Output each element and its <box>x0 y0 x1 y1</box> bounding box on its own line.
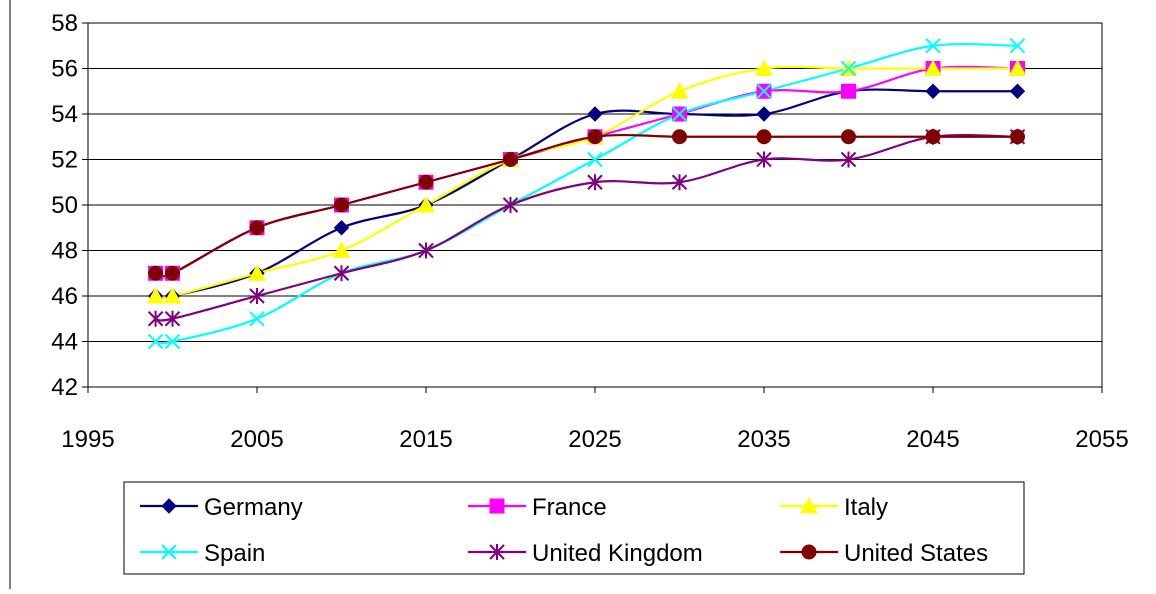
legend-swatch-marker <box>489 544 505 560</box>
data-point-united-states <box>148 265 164 281</box>
legend-label-spain: Spain <box>204 540 265 567</box>
series-markers <box>146 38 1027 350</box>
y-tick-label: 54 <box>51 101 78 128</box>
data-point-spain <box>756 83 772 99</box>
data-point-united-kingdom <box>418 242 434 259</box>
data-point-spain <box>164 333 181 350</box>
data-point-spain <box>925 38 941 54</box>
legend-swatch-marker <box>489 498 505 514</box>
data-point-united-states <box>503 152 518 167</box>
series-markers-united-states <box>148 129 1025 281</box>
legend-label-united-states: United States <box>844 540 988 567</box>
legend-swatch-marker <box>800 496 818 514</box>
data-point-united-states <box>418 174 434 190</box>
data-point-united-states <box>1010 129 1025 145</box>
data-point-united-states <box>249 220 265 236</box>
legend-label-united-kingdom: United Kingdom <box>532 540 703 567</box>
legend-item-spain: Spain <box>140 540 265 567</box>
data-point-united-states <box>587 129 603 145</box>
series-markers-spain <box>147 38 1026 350</box>
data-point-united-kingdom <box>587 174 603 191</box>
legend-item-united-states: United States <box>780 540 988 567</box>
data-point-germany <box>1009 83 1026 99</box>
data-point-united-kingdom <box>756 151 772 168</box>
legend-swatch-marker <box>161 544 177 560</box>
data-point-united-kingdom <box>147 310 164 327</box>
x-tick-label: 2025 <box>568 426 621 453</box>
x-tick-label: 2055 <box>1075 426 1128 453</box>
legend-label-france: France <box>532 494 607 521</box>
legend-item-france: France <box>468 494 607 521</box>
data-point-united-kingdom <box>249 288 265 304</box>
y-tick-label: 58 <box>51 10 78 37</box>
data-point-united-states <box>925 129 941 145</box>
y-tick-label: 50 <box>51 192 78 219</box>
data-point-italy <box>146 286 165 304</box>
data-point-united-kingdom <box>671 174 688 191</box>
data-point-united-states <box>165 265 180 281</box>
legend-box <box>123 481 1025 575</box>
data-point-italy <box>417 195 435 213</box>
data-point-spain <box>249 311 265 327</box>
data-point-italy <box>248 264 266 281</box>
legend-item-germany: Germany <box>140 494 303 521</box>
y-tick-label: 44 <box>51 329 78 356</box>
data-point-spain <box>147 333 164 350</box>
series-line-united-states <box>155 133 1018 278</box>
data-point-united-states <box>334 197 349 213</box>
legend-item-united-kingdom: United Kingdom <box>468 540 703 567</box>
axes: 42 44 46 48 50 52 54 56 58 1995 2005 2015 2025 2035 20… <box>51 10 1128 453</box>
data-point-united-kingdom <box>840 151 857 168</box>
x-tick-label: 2015 <box>399 426 452 453</box>
data-point-spain <box>671 106 688 122</box>
data-point-united-kingdom <box>502 197 519 213</box>
data-point-united-states <box>841 129 856 145</box>
data-point-germany <box>925 83 941 99</box>
data-point-united-kingdom <box>333 265 350 282</box>
series-markers-italy <box>146 59 1027 304</box>
y-tick-label: 42 <box>51 374 78 401</box>
data-point-spain <box>840 60 857 77</box>
legend: Germany France Italy Spain United Kingdom Uni… <box>123 481 1025 575</box>
data-point-united-states <box>672 129 687 145</box>
legend-item-italy: Italy <box>780 494 888 521</box>
data-point-italy <box>332 241 351 258</box>
data-point-italy <box>670 82 689 99</box>
x-tick-label: 1995 <box>61 426 114 453</box>
data-point-united-kingdom <box>164 310 181 327</box>
data-point-france <box>841 83 856 99</box>
legend-label-italy: Italy <box>844 494 888 521</box>
data-point-germany <box>333 220 350 236</box>
data-point-italy <box>924 59 942 76</box>
y-tick-label: 52 <box>51 147 78 174</box>
data-point-italy <box>755 59 773 76</box>
data-point-germany <box>587 106 603 122</box>
legend-swatch-marker <box>161 498 177 514</box>
data-point-italy <box>163 286 182 304</box>
series-markers-france <box>148 61 1025 281</box>
x-tick-label: 2045 <box>906 426 959 453</box>
data-point-germany <box>756 106 772 122</box>
y-tick-label: 46 <box>51 283 78 310</box>
data-point-spain <box>587 151 603 168</box>
data-point-italy <box>1008 59 1027 76</box>
x-tick-label: 2035 <box>737 426 790 453</box>
y-tick-label: 48 <box>51 238 78 265</box>
legend-label-germany: Germany <box>204 494 303 521</box>
series-line-france <box>155 65 1018 278</box>
x-tick-label: 2005 <box>230 426 283 453</box>
y-tick-label: 56 <box>51 56 78 83</box>
series-line-italy <box>155 65 1018 299</box>
gridlines <box>88 22 1102 388</box>
data-point-spain <box>1009 38 1026 54</box>
legend-swatch-marker <box>801 544 817 560</box>
series-lines <box>155 42 1018 345</box>
series-markers-united-kingdom <box>147 128 1026 327</box>
data-point-united-states <box>756 129 772 145</box>
